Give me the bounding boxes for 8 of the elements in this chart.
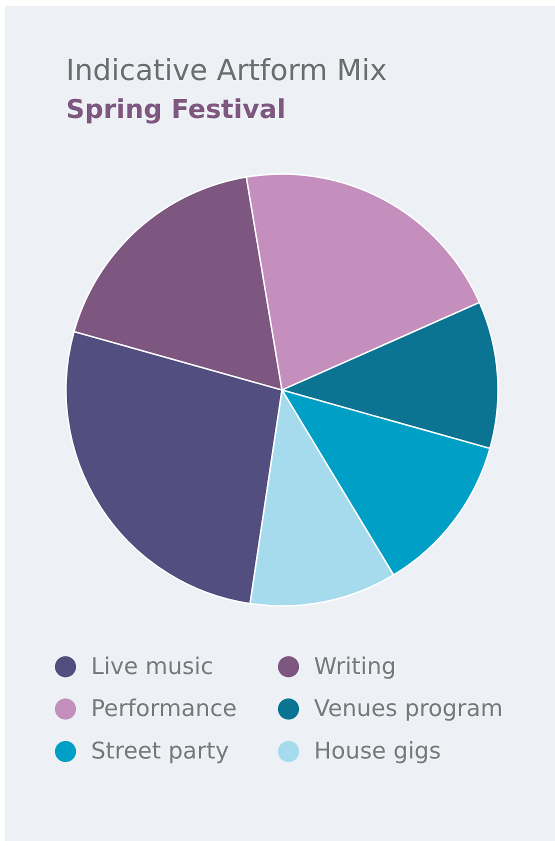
chart-subtitle: Spring Festival <box>66 95 286 125</box>
legend-label: House gigs <box>314 738 441 764</box>
chart-title: Indicative Artform Mix <box>66 53 387 87</box>
legend-label: Venues program <box>314 696 503 722</box>
legend-label: Performance <box>91 696 237 722</box>
legend-label: Writing <box>314 654 396 680</box>
legend-label: Live music <box>91 654 214 680</box>
legend-label: Street party <box>91 738 229 764</box>
